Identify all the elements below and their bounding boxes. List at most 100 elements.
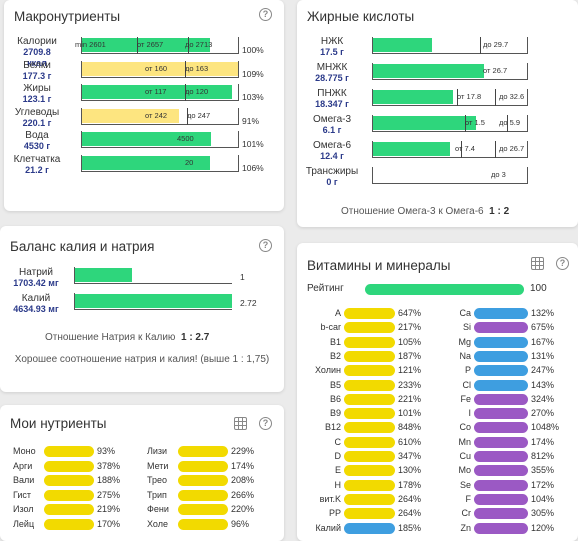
mineral-name: Na: [459, 350, 471, 361]
macro-label: Вода 4530 г: [6, 130, 68, 152]
mineral-name: Ca: [459, 308, 471, 318]
my-nutrient-bar: [178, 460, 228, 472]
mineral-percent: 812%: [531, 451, 555, 461]
balance-label: Натрий 1703.42 мг: [5, 267, 67, 289]
vitamin-percent: 347%: [398, 451, 422, 461]
mineral-bar: [474, 393, 528, 405]
mineral-percent: 675%: [531, 322, 555, 333]
mineral-percent: 120%: [531, 522, 555, 533]
vitamin-name: B9: [329, 408, 341, 419]
target-mark: [495, 89, 496, 106]
my-nutrient-bar: [178, 475, 228, 486]
table-icon[interactable]: [531, 257, 544, 270]
my-nutrient-bar: [44, 446, 94, 457]
nutrient-value: 177.3 г: [22, 70, 52, 81]
target-mark: [185, 60, 186, 78]
mineral-bar: [474, 465, 528, 477]
my-nutrient-name: Лейц: [13, 518, 35, 529]
target-mark: [188, 37, 189, 54]
nutrient-name: Углеводы: [14, 106, 60, 118]
target-mark: [461, 141, 462, 158]
vitamins-card: Витамины и минералы ? Рейтинг 100 A 647% b…: [297, 243, 578, 541]
vitamin-bar: [344, 350, 395, 362]
balance-label: Калий 4634.93 мг: [5, 293, 67, 315]
help-icon[interactable]: ?: [259, 239, 272, 252]
mineral-name: Mn: [458, 436, 471, 447]
my-nutrient-bar: [44, 504, 94, 515]
vitamin-percent: 217%: [398, 322, 422, 333]
my-nutrient-percent: 378%: [97, 460, 121, 471]
my-nutrient-name: Лизи: [147, 446, 168, 456]
target-text: до 5.9: [499, 118, 521, 127]
macro-card: Макронутриенты ? Калории 2709.8 ккал min 26…: [4, 0, 284, 211]
my-nutrient-percent: 96%: [231, 518, 250, 529]
mineral-percent: 131%: [531, 350, 555, 361]
vitamin-percent: 647%: [398, 308, 422, 318]
macro-bar-fill: [82, 155, 210, 170]
fatty-label: НЖК 17.5 г: [301, 36, 363, 58]
target-text: до 163: [185, 63, 209, 73]
macro-percent: 109%: [242, 68, 264, 79]
nutrient-name: Жиры: [23, 83, 51, 94]
mineral-name: Co: [459, 422, 471, 433]
my-nutrient-bar: [44, 475, 94, 486]
fatty-name: Омега-3: [312, 114, 352, 125]
target-text: от 242: [145, 110, 168, 120]
balance-note: Хорошее соотношение натрия и калия! (выш…: [14, 354, 270, 365]
target-mark: [465, 115, 466, 132]
vitamin-name: B2: [329, 350, 341, 361]
mineral-name: F: [465, 493, 472, 504]
table-icon[interactable]: [234, 417, 247, 430]
mineral-name: Mg: [458, 336, 471, 347]
help-icon[interactable]: ?: [556, 257, 569, 270]
vitamin-name: Холин: [315, 365, 341, 376]
nutrient-name: Вода: [25, 130, 49, 141]
macro-label: Белки 177.3 г: [6, 60, 68, 82]
vitamin-percent: 101%: [398, 408, 422, 419]
fatty-name: ПНЖК: [317, 88, 347, 99]
mineral-percent: 247%: [531, 365, 555, 376]
vit-title: Витамины и минералы: [307, 258, 451, 273]
help-icon[interactable]: ?: [259, 417, 272, 430]
balance-bar-fill: [75, 268, 132, 282]
vitamin-percent: 105%: [398, 336, 422, 347]
target-text: до 120: [185, 87, 209, 96]
macro-bar-fill: [82, 61, 238, 76]
mineral-bar: [474, 451, 528, 462]
vitamin-bar: [344, 408, 395, 420]
fatty-value: 0 г: [326, 177, 338, 187]
fatty-bar-fill: [373, 116, 477, 130]
target-text: min 2601: [75, 40, 106, 49]
macro-label: Клетчатка 21.2 г: [6, 154, 68, 176]
fatty-value: 6.1 г: [322, 125, 342, 135]
help-icon[interactable]: ?: [259, 8, 272, 21]
element-name: Натрий: [19, 267, 53, 278]
vitamin-bar: [344, 436, 395, 448]
vitamin-percent: 221%: [398, 393, 422, 404]
vitamin-bar: [344, 465, 395, 477]
mineral-name: Fe: [460, 393, 471, 404]
target-text: до 26.7: [499, 144, 525, 153]
macro-title: Макронутриенты: [14, 9, 121, 24]
vitamin-bar: [344, 379, 395, 391]
mineral-percent: 143%: [531, 379, 555, 390]
target-text: от 160: [145, 63, 168, 73]
fatty-value: 18.347 г: [315, 99, 349, 109]
vitamin-bar: [344, 393, 395, 405]
balance-bar: [74, 267, 232, 284]
mineral-name: Si: [462, 322, 471, 333]
element-value: 1703.42 мг: [13, 278, 59, 288]
my-nutrient-name: Фени: [147, 504, 169, 514]
vitamin-bar: [344, 493, 395, 505]
fatty-bar-fill: [373, 38, 432, 52]
macro-bar: 20: [81, 154, 239, 172]
mineral-percent: 1048%: [531, 422, 560, 433]
mineral-name: Se: [459, 479, 471, 490]
target-text: 20: [185, 157, 194, 167]
fatty-label: Омега-3 6.1 г: [301, 114, 363, 136]
target-text: от 2657: [137, 40, 164, 49]
mineral-percent: 104%: [531, 493, 555, 504]
vitamin-name: вит.K: [319, 493, 341, 504]
target-mark: [480, 37, 481, 54]
mineral-name: P: [464, 365, 471, 376]
